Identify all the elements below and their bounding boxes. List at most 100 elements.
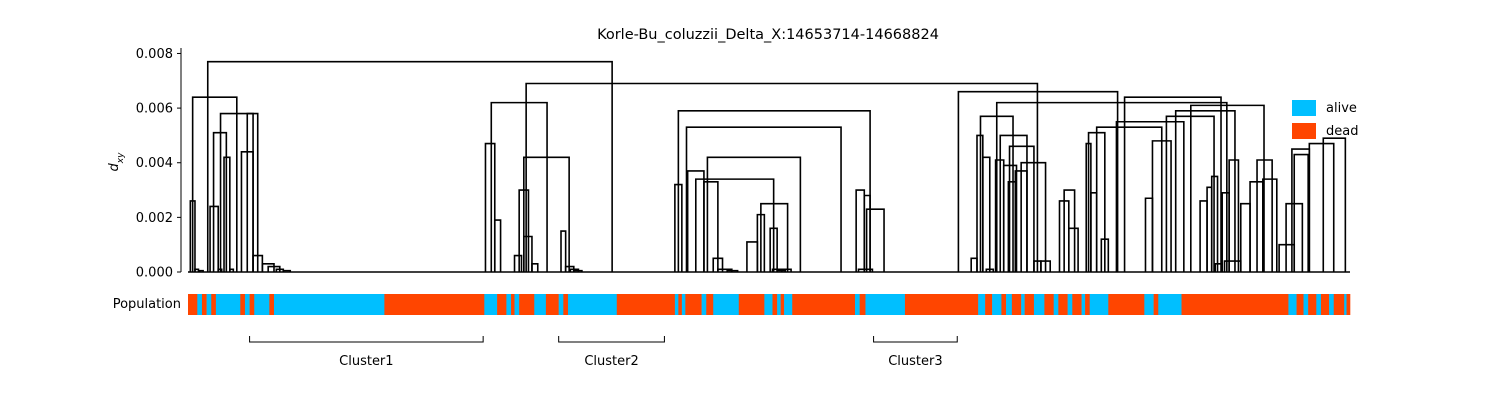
population-segment-alive: [681, 294, 686, 315]
population-segment-alive: [273, 294, 385, 315]
population-segment-alive: [713, 294, 740, 315]
cluster-label: Cluster3: [888, 354, 942, 369]
dendrogram-link: [706, 156, 802, 272]
dendrogram-link: [694, 178, 775, 272]
population-segment-alive: [701, 294, 707, 315]
population-segment-alive: [1344, 294, 1347, 315]
population-segment-dead: [188, 294, 198, 315]
population-segment-dead: [1024, 294, 1035, 315]
legend-label-alive: alive: [1326, 101, 1357, 116]
y-axis: 0.000 0.002 0.004 0.006 0.008: [136, 47, 182, 281]
cluster-bracket: [249, 336, 484, 343]
y-axis-label-base: d: [107, 162, 122, 171]
population-segment-dead: [1044, 294, 1054, 315]
dendrogram-link: [1285, 202, 1304, 272]
cluster-label: Cluster1: [339, 354, 393, 369]
population-segment-dead: [240, 294, 246, 315]
population-strip: [188, 294, 1351, 315]
cluster-bracket: [558, 336, 665, 343]
dendrogram-link: [191, 96, 238, 272]
population-segment-dead: [1346, 294, 1351, 315]
dendrogram-link: [746, 241, 759, 272]
population-segment-alive: [1033, 294, 1045, 315]
population-segment-alive: [506, 294, 512, 315]
y-tick-label: 0.002: [136, 211, 173, 226]
population-segment-alive: [1144, 294, 1154, 315]
population-label: Population: [113, 297, 181, 312]
dendrogram-link: [982, 156, 991, 272]
population-segment-dead: [678, 294, 683, 315]
legend-swatch-alive: [1292, 100, 1316, 116]
dendrogram-link: [261, 263, 275, 272]
population-segment-alive: [1081, 294, 1086, 315]
dendrogram-link: [1144, 197, 1154, 272]
population-segment-alive: [484, 294, 498, 315]
population-segment-alive: [978, 294, 986, 315]
dendrogram-link: [985, 268, 995, 272]
population-segment-dead: [1320, 294, 1330, 315]
population-segment-alive: [558, 294, 564, 315]
population-segment-alive: [206, 294, 212, 315]
population-segment-alive: [784, 294, 793, 315]
population-segment-dead: [249, 294, 255, 315]
dendrogram-link: [685, 126, 842, 272]
dendrogram-link: [1115, 120, 1185, 272]
dendrogram-link: [865, 208, 885, 272]
dendrogram-link: [677, 110, 871, 272]
population-segment-alive: [244, 294, 250, 315]
dendrogram-link: [1199, 200, 1208, 272]
dendrogram-link: [206, 60, 613, 272]
dendrogram-link: [1068, 227, 1079, 272]
y-axis-label: dxy: [107, 152, 126, 172]
population-segment-alive: [992, 294, 1002, 315]
population-segment-dead: [1058, 294, 1068, 315]
population-segment-dead: [1108, 294, 1145, 315]
population-segment-dead: [706, 294, 714, 315]
population-segment-dead: [1333, 294, 1345, 315]
population-segment-alive: [764, 294, 773, 315]
population-segment-dead: [269, 294, 275, 315]
population-segment-alive: [1089, 294, 1109, 315]
dendrogram-link: [780, 268, 792, 272]
population-segment-dead: [616, 294, 676, 315]
population-segment-alive: [1329, 294, 1335, 315]
population-segment-alive: [254, 294, 270, 315]
dendrogram-link: [1123, 96, 1222, 272]
population-segment-alive: [215, 294, 241, 315]
population-segment-dead: [545, 294, 559, 315]
population-segment-dead: [685, 294, 702, 315]
population-segment-dead: [1153, 294, 1159, 315]
dendrogram-link: [1228, 159, 1240, 272]
dendrogram-link: [1008, 145, 1035, 272]
dendrogram-link: [1293, 153, 1309, 272]
legend-swatch-dead: [1292, 123, 1316, 139]
dendrogram-link: [493, 219, 502, 272]
population-segment-dead: [497, 294, 507, 315]
population-segment-alive: [514, 294, 520, 315]
legend: alive dead: [1292, 100, 1358, 139]
cluster-annotations: Cluster1 Cluster2 Cluster3: [249, 336, 958, 369]
population-segment-dead: [1072, 294, 1082, 315]
population-segment-alive: [197, 294, 203, 315]
y-tick-label: 0.008: [136, 47, 173, 62]
dendrogram-link: [1322, 137, 1347, 272]
dendrogram-link: [1174, 110, 1236, 272]
population-segment-alive: [1053, 294, 1059, 315]
dendrogram-link: [525, 82, 1039, 272]
dendrogram-link: [1090, 191, 1098, 272]
svg-text:dxy: dxy: [107, 152, 126, 172]
population-segment-dead: [384, 294, 485, 315]
dendrogram-link: [1308, 142, 1335, 272]
dendrogram-link: [1221, 191, 1230, 272]
dendrogram-link: [1262, 178, 1278, 272]
population-segment-dead: [563, 294, 569, 315]
dendrogram-link: [484, 142, 496, 272]
dendrogram-link: [1063, 189, 1076, 272]
y-tick-label: 0.004: [136, 156, 173, 171]
population-segment-dead: [772, 294, 778, 315]
population-segment-dead: [1085, 294, 1091, 315]
dendrogram-link: [855, 189, 866, 272]
population-segment-dead: [792, 294, 856, 315]
